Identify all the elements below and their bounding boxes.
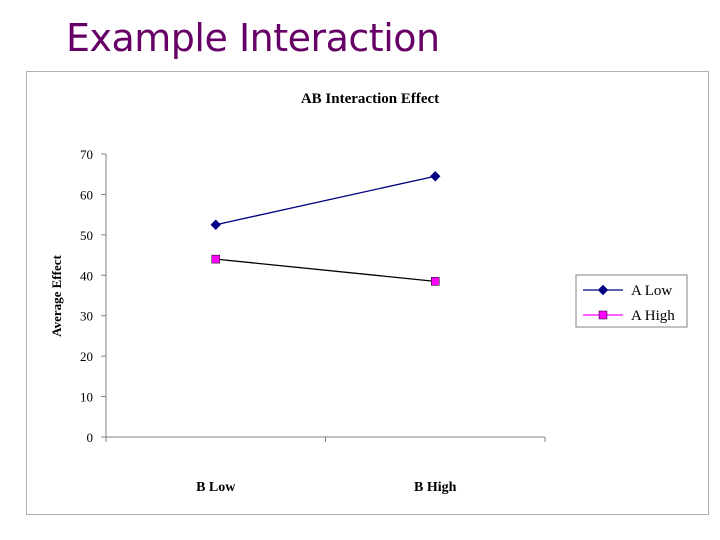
- data-point: [430, 171, 441, 182]
- y-tick-label: 60: [80, 187, 93, 202]
- x-tick-label: B Low: [196, 480, 236, 495]
- y-axis-label: Average Effect: [49, 254, 64, 336]
- y-tick-label: 20: [80, 349, 93, 364]
- slide-title: Example Interaction: [66, 16, 440, 60]
- legend: A Low A High: [575, 274, 688, 328]
- y-tick-label: 30: [80, 309, 93, 324]
- series-a-low: [210, 171, 441, 230]
- y-tick-label: 0: [87, 430, 94, 445]
- chart-title: AB Interaction Effect: [301, 91, 439, 107]
- data-point: [211, 254, 220, 264]
- legend-box: [575, 274, 688, 328]
- y-tick-label: 10: [80, 390, 93, 405]
- legend-marker: [598, 310, 608, 320]
- legend-marker: [597, 284, 609, 296]
- legend-label: A High: [631, 308, 675, 324]
- series-a-high: [211, 254, 440, 286]
- legend-label: A Low: [631, 283, 672, 299]
- y-tick-label: 40: [80, 268, 93, 283]
- y-tick-label: 70: [80, 147, 93, 162]
- series-line: [215, 175, 436, 226]
- data-point: [431, 277, 440, 286]
- axes: 0 10 20 30 40 50 60 70 B Low B High: [80, 147, 546, 495]
- series-group: [210, 171, 441, 286]
- x-tick-label: B High: [414, 480, 457, 495]
- series-line: [215, 258, 436, 282]
- y-tick-label: 50: [80, 228, 93, 243]
- data-point: [210, 219, 221, 230]
